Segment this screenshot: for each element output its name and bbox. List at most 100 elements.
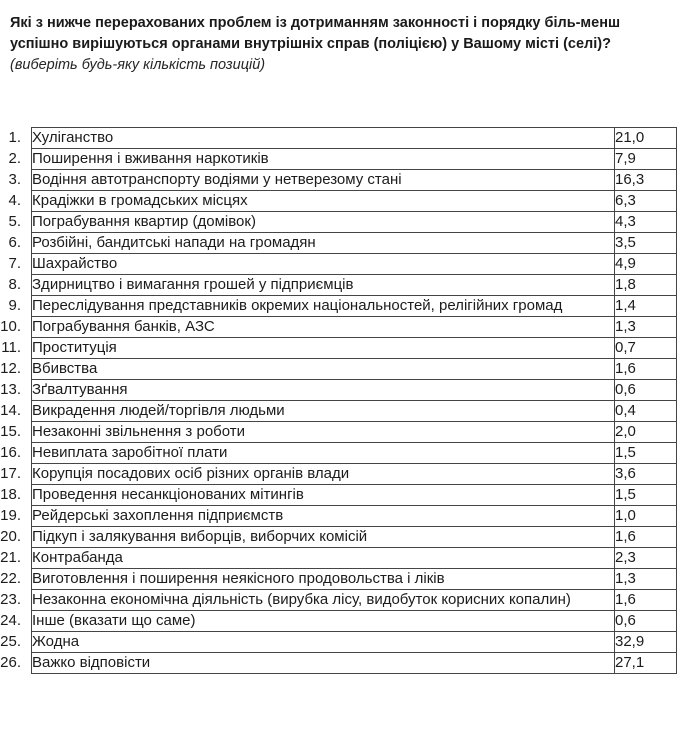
row-value: 1,3 [614, 568, 677, 590]
row-value: 4,3 [614, 211, 677, 233]
row-value: 2,3 [614, 547, 677, 569]
row-value: 32,9 [614, 631, 677, 653]
row-label: Невиплата заробітної плати [32, 444, 228, 461]
table-row: 15. Незаконні звільнення з роботи 2,0 [0, 421, 677, 443]
row-value: 1,6 [614, 526, 677, 548]
row-label: Крадіжки в громадських місцях [32, 192, 248, 209]
table-row: 10. Пограбування банків, АЗС 1,3 [0, 316, 677, 338]
row-number: 4. [8, 192, 21, 209]
table-row: 25. Жодна 32,9 [0, 631, 677, 653]
row-number: 26. [0, 654, 21, 671]
row-label: Незаконна економічна діяльність (вирубка… [32, 591, 571, 608]
row-value: 1,6 [614, 589, 677, 611]
row-label: Вбивства [32, 360, 98, 377]
row-label: Проституція [32, 339, 117, 356]
row-label: Незаконні звільнення з роботи [32, 423, 246, 440]
row-label-cell: 23. Незаконна економічна діяльність (виру… [0, 589, 615, 611]
row-label: Поширення і вживання наркотиків [32, 150, 269, 167]
row-value: 0,6 [614, 379, 677, 401]
document-page: Які з нижче перерахованих проблем із дот… [0, 13, 690, 729]
row-label-cell: 17. Корупція посадових осіб різних органі… [0, 463, 615, 485]
row-number: 18. [0, 486, 21, 503]
table-row: 3. Водіння автотранспорту водіями у нетве… [8, 169, 677, 191]
row-label: Переслідування представників окремих нац… [32, 297, 563, 314]
table-row: 14. Викрадення людей/торгівля людьми 0,4 [0, 400, 677, 422]
row-number: 7. [8, 255, 21, 272]
row-number: 8. [8, 276, 21, 293]
table-row: 19. Рейдерські захоплення підприємств 1,0 [0, 505, 677, 527]
row-number: 23. [0, 591, 21, 608]
row-label-cell: 3. Водіння автотранспорту водіями у нетве… [8, 169, 615, 191]
row-label-cell: 16. Невиплата заробітної плати [0, 442, 615, 464]
table-row: 7. Шахрайство 4,9 [8, 253, 677, 275]
row-label-cell: 5. Пограбування квартир (домівок) [8, 211, 615, 233]
table-row: 2. Поширення і вживання наркотиків 7,9 [8, 148, 677, 170]
row-label: Розбійні, бандитські напади на громадян [32, 234, 316, 251]
table-row: 26. Важко відповісти 27,1 [0, 652, 677, 674]
row-label-cell: 13. Зґвалтування [0, 379, 615, 401]
row-label: Корупція посадових осіб різних органів в… [32, 465, 350, 482]
row-value: 1,8 [614, 274, 677, 296]
row-value: 27,1 [614, 652, 677, 674]
row-label: Підкуп і залякування виборців, виборчих … [32, 528, 368, 545]
results-table-body: 1. Хуліганство 21,0 2. Поширення і вживанн… [0, 127, 677, 674]
row-label-cell: 6. Розбійні, бандитські напади на громадя… [8, 232, 615, 254]
row-label-cell: 15. Незаконні звільнення з роботи [0, 421, 615, 443]
row-label-cell: 4. Крадіжки в громадських місцях [8, 190, 615, 212]
row-label-cell: 7. Шахрайство [8, 253, 615, 275]
row-label-cell: 12. Вбивства [0, 358, 615, 380]
row-label: Здирництво і вимагання грошей у підприєм… [32, 276, 354, 293]
row-label-cell: 1. Хуліганство [8, 127, 615, 149]
row-label: Викрадення людей/торгівля людьми [32, 402, 285, 419]
row-label-cell: 11. Проституція [1, 337, 615, 359]
row-label: Виготовлення і поширення неякісного прод… [32, 570, 445, 587]
row-label: Жодна [32, 633, 80, 650]
row-number: 24. [0, 612, 21, 629]
table-row: 12. Вбивства 1,6 [0, 358, 677, 380]
table-row: 22. Виготовлення і поширення неякісного п… [0, 568, 677, 590]
question-text: Які з нижче перерахованих проблем із дот… [10, 13, 682, 76]
row-value: 16,3 [614, 169, 677, 191]
row-label-cell: 9. Переслідування представників окремих н… [8, 295, 615, 317]
row-label: Водіння автотранспорту водіями у нетвере… [32, 171, 402, 188]
table-row: 5. Пограбування квартир (домівок) 4,3 [8, 211, 677, 233]
row-value: 0,7 [614, 337, 677, 359]
row-number: 21. [0, 549, 21, 566]
row-value: 1,0 [614, 505, 677, 527]
row-label: Інше (вказати що саме) [32, 612, 196, 629]
row-number: 15. [0, 423, 21, 440]
row-number: 25. [0, 633, 21, 650]
row-label: Хуліганство [32, 129, 114, 146]
row-value: 1,5 [614, 442, 677, 464]
table-row: 23. Незаконна економічна діяльність (виру… [0, 589, 677, 611]
row-value: 1,4 [614, 295, 677, 317]
row-value: 7,9 [614, 148, 677, 170]
row-number: 6. [8, 234, 21, 251]
row-label-cell: 26. Важко відповісти [0, 652, 615, 674]
row-value: 1,6 [614, 358, 677, 380]
row-label: Проведення несанкціонованих мітингів [32, 486, 304, 503]
row-label: Важко відповісти [32, 654, 151, 671]
row-number: 9. [8, 297, 21, 314]
row-label-cell: 8. Здирництво і вимагання грошей у підпри… [8, 274, 615, 296]
row-label-cell: 2. Поширення і вживання наркотиків [8, 148, 615, 170]
table-row: 11. Проституція 0,7 [1, 337, 677, 359]
question-bold-text: Які з нижче перерахованих проблем із дот… [10, 15, 621, 52]
row-value: 1,3 [614, 316, 677, 338]
row-label: Рейдерські захоплення підприємств [32, 507, 284, 524]
row-label-cell: 19. Рейдерські захоплення підприємств [0, 505, 615, 527]
table-row: 13. Зґвалтування 0,6 [0, 379, 677, 401]
row-label: Зґвалтування [32, 381, 128, 398]
row-value: 0,6 [614, 610, 677, 632]
row-value: 3,6 [614, 463, 677, 485]
row-number: 11. [1, 339, 21, 356]
table-row: 6. Розбійні, бандитські напади на громадя… [8, 232, 677, 254]
row-label-cell: 20. Підкуп і залякування виборців, виборч… [0, 526, 615, 548]
row-number: 2. [8, 150, 21, 167]
table-row: 9. Переслідування представників окремих н… [8, 295, 677, 317]
row-number: 17. [0, 465, 21, 482]
row-label: Пограбування банків, АЗС [32, 318, 215, 335]
table-row: 4. Крадіжки в громадських місцях 6,3 [8, 190, 677, 212]
table-row: 1. Хуліганство 21,0 [8, 127, 677, 149]
table-row: 18. Проведення несанкціонованих мітингів … [0, 484, 677, 506]
